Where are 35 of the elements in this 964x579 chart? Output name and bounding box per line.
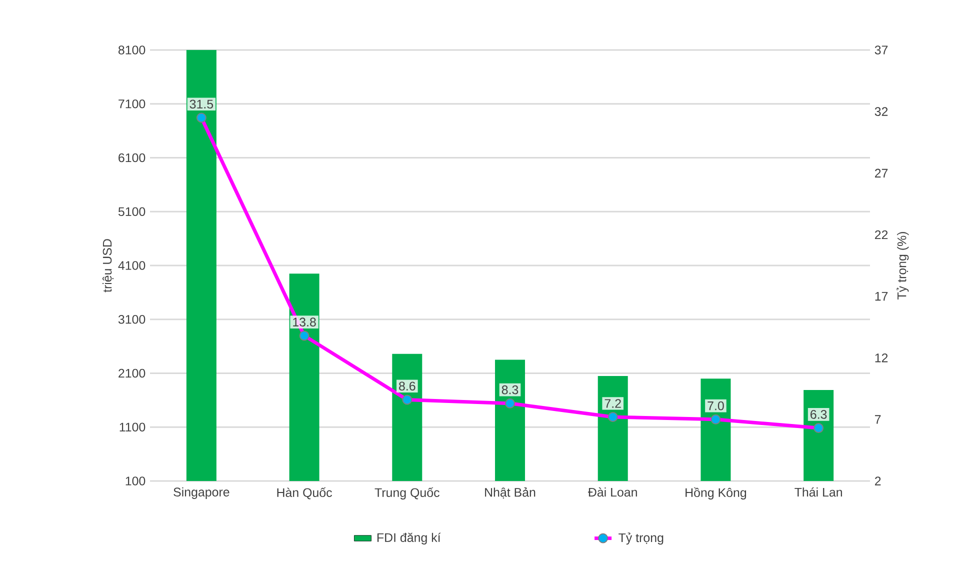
y2-axis-title: Tỷ trọng (%) (896, 232, 909, 300)
data-label: 31.5 (190, 100, 214, 109)
y2-tick-label: 32 (874, 107, 888, 116)
x-tick-label: Trung Quốc (374, 487, 440, 500)
y2-tick-label: 22 (874, 230, 888, 240)
data-label: 7.0 (708, 401, 724, 410)
y2-tick-label: 7 (875, 415, 881, 424)
data-label: 6.3 (810, 410, 827, 419)
x-tick-label: Hồng Kông (686, 487, 746, 500)
y2-tick-label: 17 (875, 292, 888, 301)
y2-tick-label: 27 (874, 168, 888, 178)
y-tick-label: 4100 (118, 261, 146, 270)
y-tick-label: 3100 (118, 314, 146, 324)
legend-label: FDI đăng kí (377, 532, 441, 544)
y2-tick-label: 12 (875, 354, 888, 362)
data-label: 8.6 (399, 382, 416, 391)
y-tick-label: 100 (126, 476, 146, 486)
y-tick-label: 5100 (118, 207, 146, 216)
y-tick-label: 2100 (118, 368, 146, 378)
data-label: 7.2 (604, 399, 621, 408)
x-tick-label: Nhật Bản (485, 487, 536, 499)
data-label: 8.3 (502, 385, 518, 394)
y-tick-label: 7100 (118, 99, 146, 108)
y-tick-label: 1100 (120, 422, 146, 432)
y2-tick-label: 37 (874, 46, 888, 54)
y-axis-title: triệu USD (102, 239, 114, 292)
x-tick-label: Singapore (174, 487, 230, 499)
y2-tick-label: 2 (874, 476, 881, 486)
x-tick-label: Đài Loan (588, 487, 637, 497)
y-tick-label: 8100 (118, 46, 146, 54)
x-tick-label: Hàn Quốc (277, 487, 332, 500)
x-tick-label: Thái Lan (794, 487, 842, 497)
y-tick-label: 6100 (118, 153, 146, 162)
data-label: 13.8 (293, 318, 316, 326)
legend-label: Tỷ trọng (618, 532, 664, 545)
